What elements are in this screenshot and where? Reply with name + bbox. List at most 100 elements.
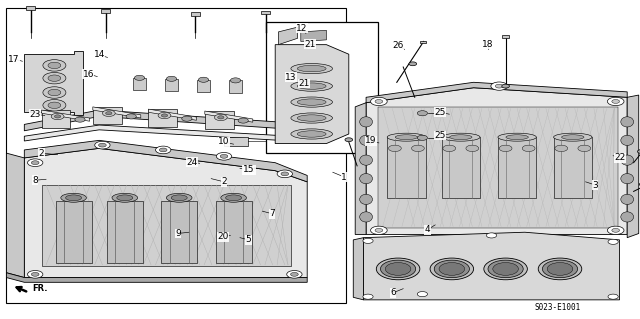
Bar	[224, 137, 248, 146]
Circle shape	[345, 138, 353, 142]
Polygon shape	[364, 232, 620, 300]
Ellipse shape	[291, 97, 333, 107]
Text: 26: 26	[392, 41, 404, 50]
Bar	[261, 11, 270, 14]
Circle shape	[291, 272, 298, 276]
Circle shape	[198, 77, 209, 82]
Circle shape	[156, 146, 171, 154]
Ellipse shape	[385, 263, 411, 275]
Circle shape	[214, 114, 227, 121]
Ellipse shape	[298, 99, 326, 105]
Ellipse shape	[562, 135, 584, 140]
Circle shape	[287, 271, 302, 278]
Bar	[498, 137, 536, 198]
Text: 15: 15	[243, 165, 254, 174]
Polygon shape	[229, 80, 242, 93]
Text: FR.: FR.	[32, 284, 47, 293]
Text: 16: 16	[83, 70, 94, 78]
Ellipse shape	[360, 212, 372, 222]
Bar	[191, 12, 200, 16]
Ellipse shape	[488, 260, 524, 278]
Text: 8: 8	[33, 176, 38, 185]
Circle shape	[637, 150, 640, 153]
Polygon shape	[366, 82, 627, 103]
Polygon shape	[24, 110, 291, 131]
Polygon shape	[6, 273, 307, 282]
Circle shape	[51, 113, 64, 120]
Circle shape	[158, 112, 171, 119]
Text: 18: 18	[482, 40, 493, 48]
Text: 2: 2	[221, 177, 227, 186]
Circle shape	[499, 145, 512, 152]
Circle shape	[607, 226, 624, 234]
Bar	[216, 201, 252, 263]
Circle shape	[417, 135, 428, 140]
Ellipse shape	[543, 260, 578, 278]
Ellipse shape	[621, 212, 634, 222]
Ellipse shape	[380, 260, 416, 278]
Polygon shape	[278, 27, 298, 45]
Ellipse shape	[484, 258, 527, 280]
Ellipse shape	[298, 115, 326, 121]
Ellipse shape	[621, 174, 634, 184]
Circle shape	[409, 62, 417, 66]
Text: 17: 17	[8, 55, 20, 63]
Text: 7: 7	[269, 209, 275, 218]
Circle shape	[363, 294, 373, 299]
Bar	[107, 201, 143, 263]
Polygon shape	[353, 238, 364, 300]
Circle shape	[612, 228, 620, 232]
Polygon shape	[93, 107, 141, 118]
Text: 9: 9	[175, 229, 180, 238]
Text: 4: 4	[425, 225, 430, 234]
Polygon shape	[355, 103, 366, 234]
Circle shape	[43, 72, 66, 84]
Circle shape	[412, 145, 424, 152]
Text: 12: 12	[296, 24, 308, 33]
Bar	[387, 137, 426, 198]
Circle shape	[102, 110, 115, 116]
Circle shape	[363, 238, 373, 243]
Ellipse shape	[434, 260, 470, 278]
Ellipse shape	[449, 135, 472, 140]
Text: 14: 14	[93, 50, 105, 59]
Circle shape	[161, 114, 168, 117]
Ellipse shape	[112, 193, 138, 202]
Polygon shape	[42, 110, 70, 128]
Ellipse shape	[360, 155, 372, 165]
Circle shape	[486, 233, 497, 238]
Circle shape	[375, 100, 383, 103]
Ellipse shape	[291, 63, 333, 74]
Polygon shape	[93, 107, 122, 124]
Circle shape	[216, 152, 232, 160]
Text: 2: 2	[39, 149, 44, 158]
Circle shape	[75, 117, 85, 122]
Circle shape	[95, 141, 110, 149]
Text: 25: 25	[435, 131, 446, 140]
Circle shape	[388, 145, 401, 152]
Ellipse shape	[442, 133, 480, 141]
Circle shape	[218, 116, 224, 119]
Ellipse shape	[172, 195, 188, 201]
Circle shape	[522, 145, 535, 152]
Circle shape	[612, 100, 620, 103]
Circle shape	[375, 228, 383, 232]
Bar	[266, 22, 378, 153]
Text: 21: 21	[298, 79, 310, 88]
Ellipse shape	[498, 133, 536, 141]
Polygon shape	[205, 111, 253, 122]
Circle shape	[43, 60, 66, 71]
Circle shape	[106, 112, 112, 115]
Circle shape	[466, 145, 479, 152]
Circle shape	[54, 115, 61, 118]
Ellipse shape	[439, 263, 465, 275]
Circle shape	[639, 182, 640, 186]
Polygon shape	[42, 185, 291, 266]
Circle shape	[281, 172, 289, 176]
Ellipse shape	[166, 193, 192, 202]
Polygon shape	[205, 111, 234, 129]
Bar	[442, 137, 480, 198]
Ellipse shape	[538, 258, 582, 280]
Bar	[554, 137, 592, 198]
Circle shape	[31, 161, 39, 165]
